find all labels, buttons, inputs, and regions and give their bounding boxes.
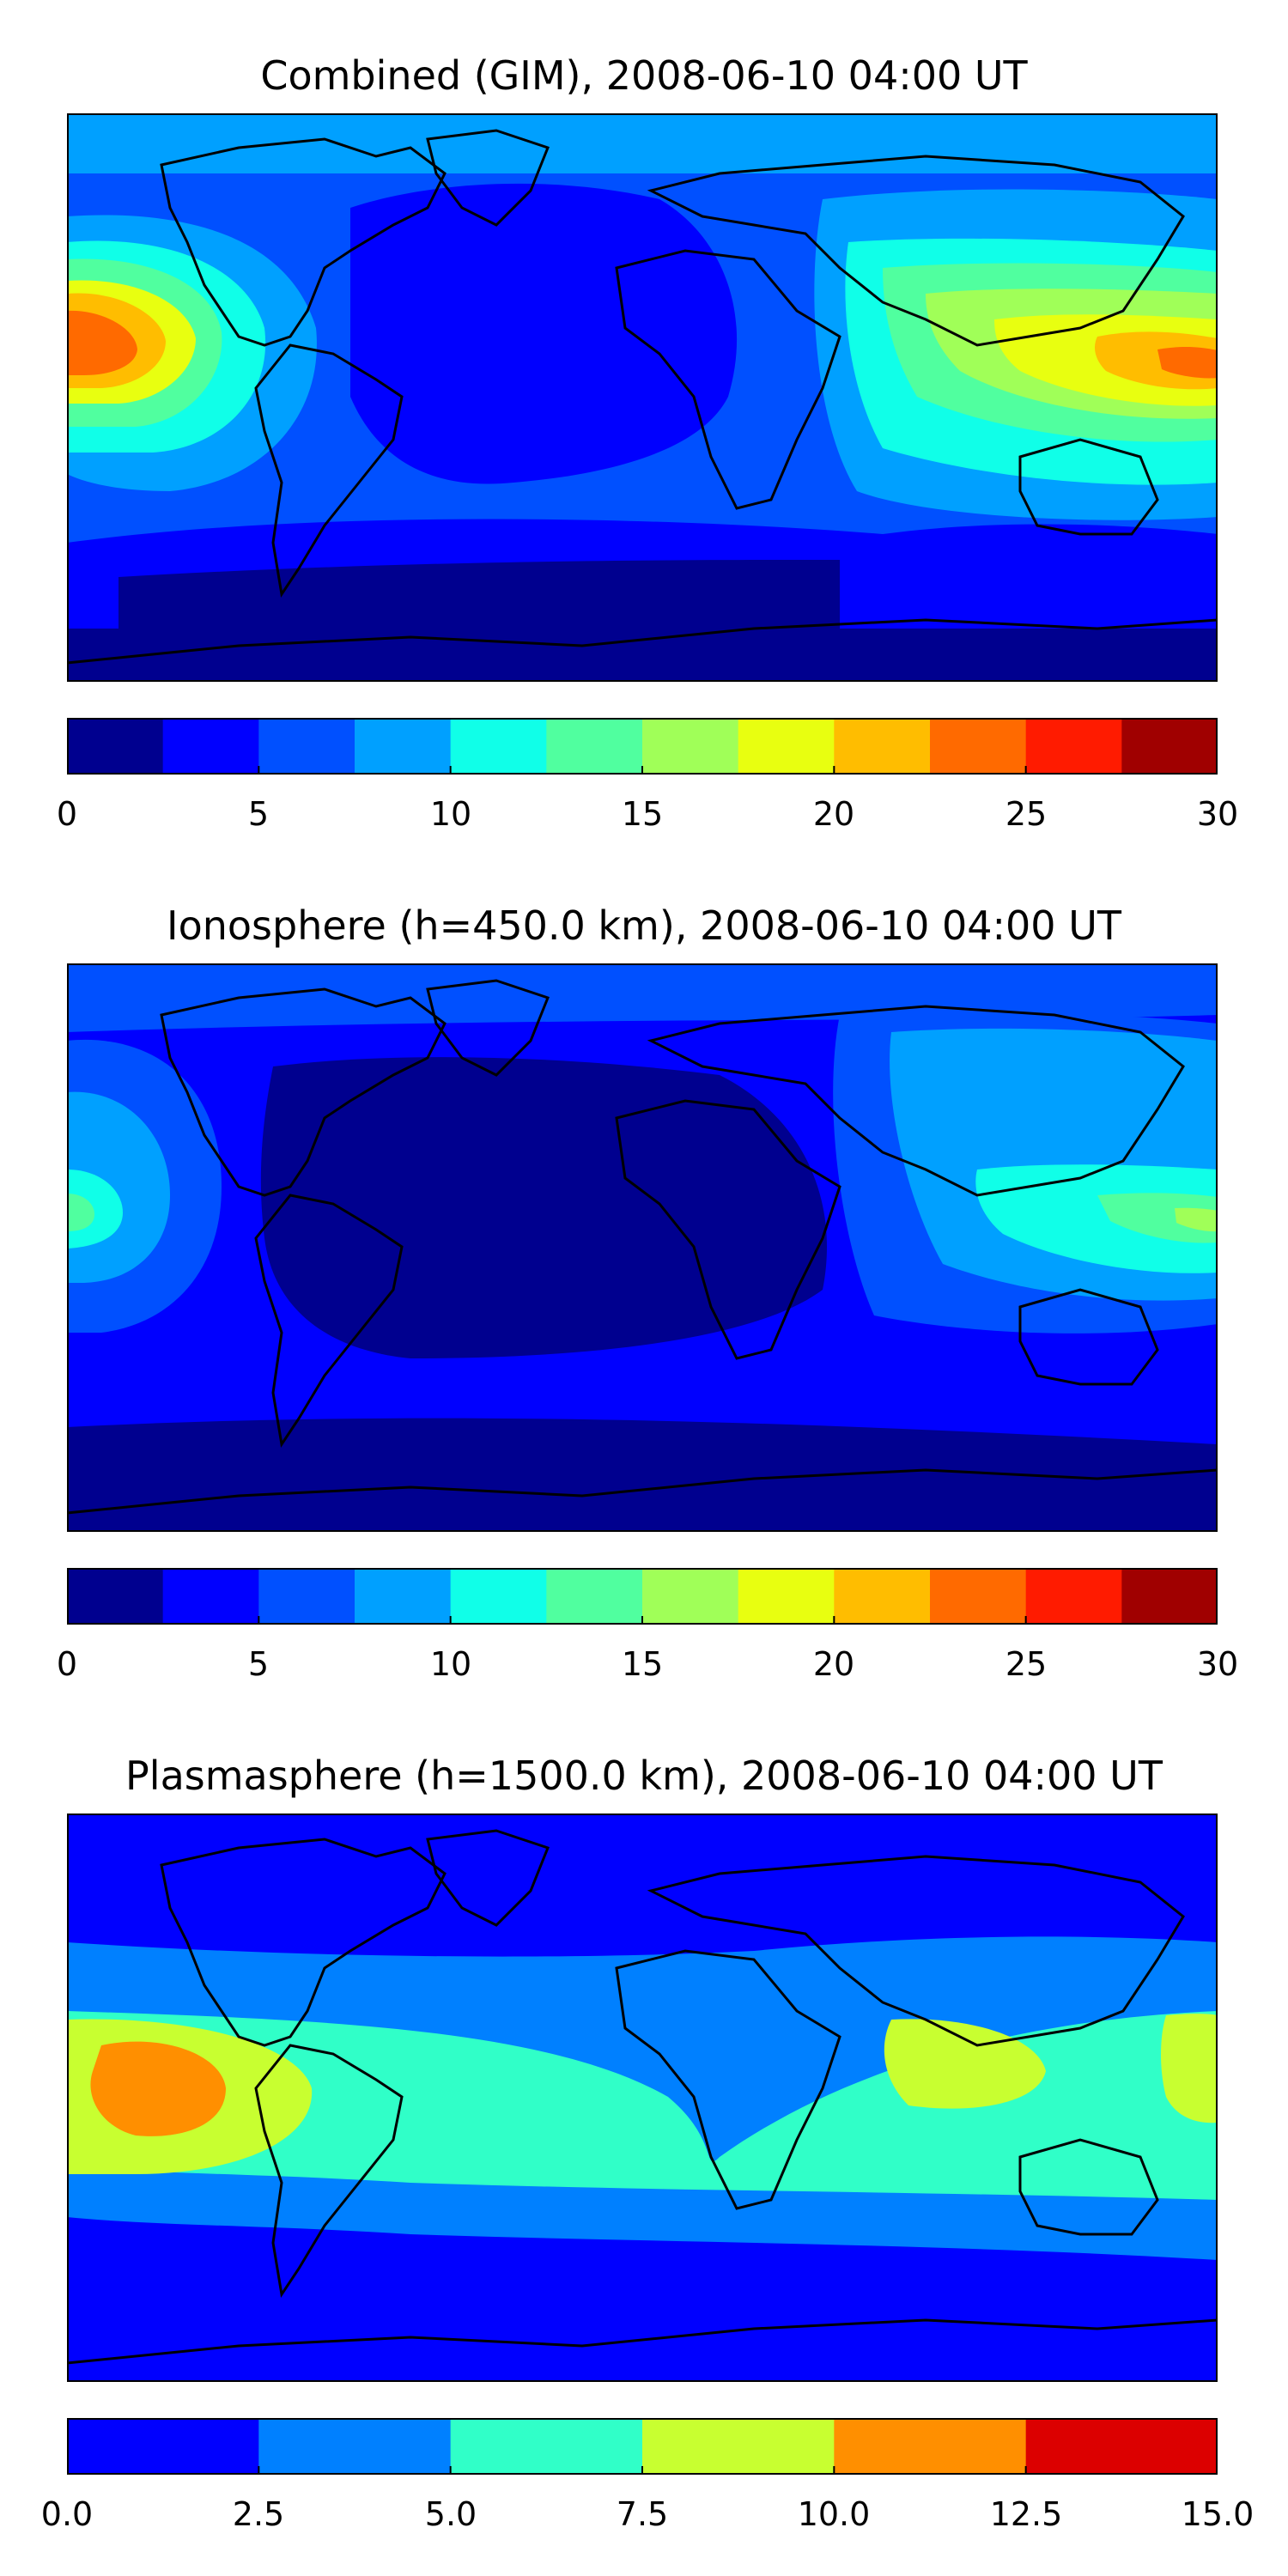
map2-coast-australia <box>1018 1288 1159 1386</box>
map1-coast-south-america <box>254 343 404 598</box>
colorbar-segment <box>1025 2418 1218 2475</box>
colorbar-segment <box>642 1568 739 1625</box>
cbar3-tick: 2.5 <box>232 2495 285 2533</box>
map2-coast-africa <box>615 1099 841 1360</box>
cbar2-tick: 5 <box>247 1645 270 1683</box>
cbar1-tick: 0 <box>56 795 78 833</box>
map2-coast-antarctica <box>67 1468 1218 1515</box>
map1-south-darkest <box>118 560 840 641</box>
map1-coast-africa <box>615 249 841 510</box>
cbar1-tick: 15 <box>621 795 664 833</box>
map2-west-ring4 <box>67 1194 94 1231</box>
cbar3-tick: 12.5 <box>989 2495 1063 2533</box>
cbar3-tick: 15.0 <box>1181 2495 1255 2533</box>
colorbar-segment <box>834 2418 1027 2475</box>
map3-coast-africa <box>615 1949 841 2210</box>
colorbar-segment <box>258 718 355 775</box>
cbar2-tick: 25 <box>1005 1645 1048 1683</box>
combined-colorbar <box>67 718 1218 775</box>
cbar2-tick: 15 <box>621 1645 664 1683</box>
colorbar-segment <box>258 2418 452 2475</box>
map3-coast-south-america <box>254 2044 404 2298</box>
cbar2-tick: 30 <box>1196 1645 1239 1683</box>
ionosphere-tec-map <box>67 963 1218 1532</box>
map1-east-ring7 <box>1157 347 1218 379</box>
cbar2-tick: 10 <box>429 1645 472 1683</box>
colorbar-segment <box>67 1568 164 1625</box>
map2-south-dark <box>67 1418 1218 1532</box>
colorbar-segment <box>67 718 164 775</box>
colorbar-segment <box>450 2418 643 2475</box>
map3-coast-europe-asia <box>647 1855 1185 2047</box>
map1-coast-europe-asia <box>647 155 1185 347</box>
colorbar-segment <box>162 1568 259 1625</box>
cbar3-tick: 10.0 <box>797 2495 871 2533</box>
colorbar-segment <box>738 1568 835 1625</box>
colorbar-segment <box>450 1568 547 1625</box>
map1-coast-antarctica <box>67 618 1218 665</box>
plasmasphere-map-title: Plasmasphere (h=1500.0 km), 2008-06-10 0… <box>125 1753 1163 1799</box>
map3-coast-north-america <box>160 1838 447 2047</box>
map2-east-ring4 <box>1097 1193 1218 1243</box>
cbar1-tick: 10 <box>429 795 472 833</box>
colorbar-segment <box>1025 718 1122 775</box>
cbar1-tick: 20 <box>812 795 855 833</box>
cbar1-tick: 25 <box>1005 795 1048 833</box>
colorbar-segment <box>67 2418 259 2475</box>
map3-coast-antarctica <box>67 2318 1218 2365</box>
map1-coast-australia <box>1018 438 1159 536</box>
colorbar-segment <box>1121 718 1218 775</box>
ionosphere-colorbar <box>67 1568 1218 1625</box>
map2-coast-europe-asia <box>647 1005 1185 1197</box>
colorbar-segment <box>546 1568 643 1625</box>
map2-coast-north-america <box>160 987 447 1197</box>
combined-tec-map <box>67 113 1218 682</box>
plasmasphere-colorbar <box>67 2418 1218 2475</box>
cbar3-tick: 5.0 <box>424 2495 477 2533</box>
map1-west-ring6 <box>67 310 137 375</box>
colorbar-segment <box>162 718 259 775</box>
colorbar-segment <box>930 718 1027 775</box>
ionosphere-map-title: Ionosphere (h=450.0 km), 2008-06-10 04:0… <box>167 902 1121 949</box>
cbar1-tick: 5 <box>247 795 270 833</box>
combined-map-title: Combined (GIM), 2008-06-10 04:00 UT <box>260 52 1028 99</box>
map3-coast-greenland <box>426 1829 550 1927</box>
map2-coast-greenland <box>426 979 550 1077</box>
colorbar-segment <box>258 1568 355 1625</box>
colorbar-segment <box>355 1568 452 1625</box>
map2-atlantic-dark <box>260 1057 827 1358</box>
cbar3-tick: 7.5 <box>616 2495 669 2533</box>
plasmasphere-tec-map <box>67 1814 1218 2382</box>
colorbar-segment <box>546 718 643 775</box>
map1-coast-greenland <box>426 129 550 227</box>
colorbar-segment <box>1121 1568 1218 1625</box>
colorbar-segment <box>642 2418 835 2475</box>
map2-coast-south-america <box>254 1194 404 1448</box>
colorbar-segment <box>834 1568 931 1625</box>
colorbar-segment <box>834 718 931 775</box>
cbar3-tick: 0.0 <box>40 2495 94 2533</box>
map3-east-lobe-edge <box>1161 2014 1218 2123</box>
map2-east-ring3 <box>975 1164 1218 1273</box>
colorbar-segment <box>450 718 547 775</box>
colorbar-segment <box>355 718 452 775</box>
colorbar-segment <box>1025 1568 1122 1625</box>
colorbar-segment <box>930 1568 1027 1625</box>
map3-coast-australia <box>1018 2138 1159 2236</box>
map1-polar-dark <box>67 629 1218 682</box>
map1-atlantic-darkest <box>385 213 677 455</box>
cbar2-tick: 0 <box>56 1645 78 1683</box>
map2-east-ring5 <box>1175 1207 1218 1232</box>
map1-coast-north-america <box>160 137 447 347</box>
colorbar-segment <box>738 718 835 775</box>
colorbar-segment <box>642 718 739 775</box>
map3-west-lobe-10 <box>90 2041 226 2136</box>
cbar1-tick: 30 <box>1196 795 1239 833</box>
cbar2-tick: 20 <box>812 1645 855 1683</box>
